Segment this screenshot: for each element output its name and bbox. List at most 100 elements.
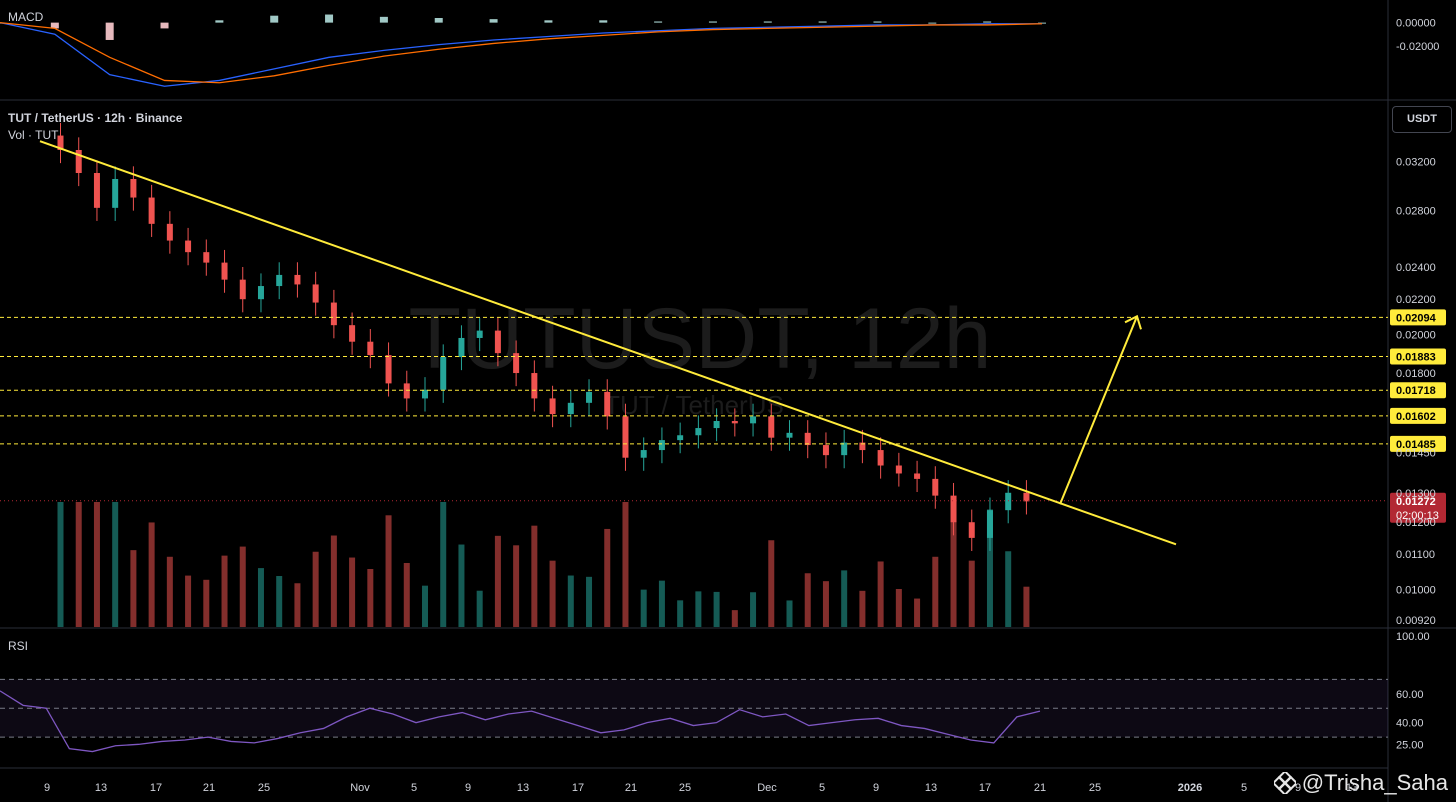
macd-histogram-bar [160,22,169,29]
price-tick-label: 0.02200 [1396,294,1436,306]
candle-body [221,262,228,280]
candle-body [458,337,465,358]
candle-body [841,442,848,456]
volume-bar [458,544,465,627]
candle-body [804,432,811,446]
time-tick-label: 13 [95,782,107,794]
volume-bar [513,545,520,627]
credit-text: @Trisha_Saha [1301,770,1448,795]
volume-bar [713,591,720,627]
time-axis[interactable]: 9 13 17 21 25 Nov 5 9 13 17 21 25 Dec 5 9 13 17 21 25 2026 5… [44,782,1358,794]
macd-histogram-bar [873,21,882,23]
macd-pane [0,14,1046,87]
level-tag [1390,435,1446,452]
candle-body [312,284,319,303]
macd-histogram-bar [434,18,443,23]
volume-bar [950,521,957,627]
price-axis[interactable]: 0.03200 0.02800 0.02400 0.02200 0.02000 0.018… [1396,18,1439,752]
level-tag-label: 0.01485 [1396,439,1436,451]
macd-tick-label: -0.02000 [1396,41,1439,53]
volume-bar [330,535,337,627]
level-tag [1390,348,1446,365]
candle-body [567,402,574,415]
macd-histogram-bar [489,19,498,23]
volume-bar [1005,551,1012,627]
volume-bar [57,502,64,627]
time-tick-label: 21 [625,782,637,794]
trend-drawings[interactable] [39,140,1177,546]
time-tick-label: 25 [679,782,691,794]
currency-button[interactable]: USDT [1392,106,1452,133]
volume-bar [422,585,428,627]
volume-bar [786,600,793,627]
candle-body [257,286,264,300]
volume-bar [476,590,483,627]
volume-bar [531,525,538,627]
volume-bar [221,555,228,627]
time-tick-label: Nov [350,782,370,794]
volume-bar [750,592,757,627]
macd-histogram-bar [1038,22,1046,24]
last-price-tag [1390,492,1446,523]
candle-body [385,355,392,384]
macd-histogram-bar [654,21,663,23]
volume-bar [403,563,410,627]
macd-histogram-bar [215,20,224,23]
volume-bar [549,560,556,627]
candle-body [932,478,939,496]
candle-body [440,357,447,390]
level-tag [1390,407,1446,424]
candle-body [166,223,173,241]
time-tick-label: 21 [203,782,215,794]
candle-body [604,391,611,417]
macd-histogram-bar [50,22,59,29]
candle-body [367,341,374,356]
candle-body [75,150,82,174]
rsi-title[interactable]: RSI [8,639,29,653]
horizontal-levels[interactable]: 0.02094 0.01883 0.01718 0.01602 0.01485 0.012… [0,309,1446,523]
rsi-line [0,690,1041,753]
volume-bar [385,515,392,627]
candle-body [549,398,556,415]
volume-bar [640,589,647,627]
price-tick-label: 0.01300 [1396,488,1436,500]
time-tick-label: 9 [1295,782,1301,794]
breakout-arrow [1059,315,1138,505]
price-tick-label: 0.02400 [1396,262,1436,274]
volume-bar [658,580,665,627]
volume-bar [695,591,702,627]
price-tick-label: 0.01450 [1396,448,1436,460]
volume-bar [567,575,574,627]
macd-histogram-bar [325,14,334,23]
candle-body [276,274,283,287]
volume-bar [895,589,902,627]
volume-bar [677,600,684,627]
time-tick-label: 13 [925,782,937,794]
volume-title[interactable]: Vol · TUT [8,128,59,142]
volume-bars [57,502,1030,627]
rsi-tick-label: 40.00 [1396,718,1424,730]
candle-body [513,353,520,374]
candles [57,122,1030,552]
symbol-title[interactable]: TUT / TetherUS · 12h · Binance [8,111,183,125]
volume-bar [914,598,921,627]
time-tick-label: 17 [150,782,162,794]
candle-body [713,421,720,429]
candle-body [531,373,538,399]
volume-bar [586,576,593,627]
time-tick-label: 5 [1241,782,1247,794]
price-tick-label: 0.00920 [1396,615,1436,627]
volume-bar [130,550,137,627]
candle-body [349,325,356,342]
volume-bar [604,528,611,627]
candle-body [695,428,702,436]
candle-body [586,391,593,403]
macd-histogram-bar [818,21,827,23]
countdown-label: 02:00:13 [1396,510,1439,522]
volume-bar [367,569,374,627]
rsi-tick-label: 100.00 [1396,631,1430,643]
candle-body [877,450,884,466]
candle-body [950,495,957,523]
